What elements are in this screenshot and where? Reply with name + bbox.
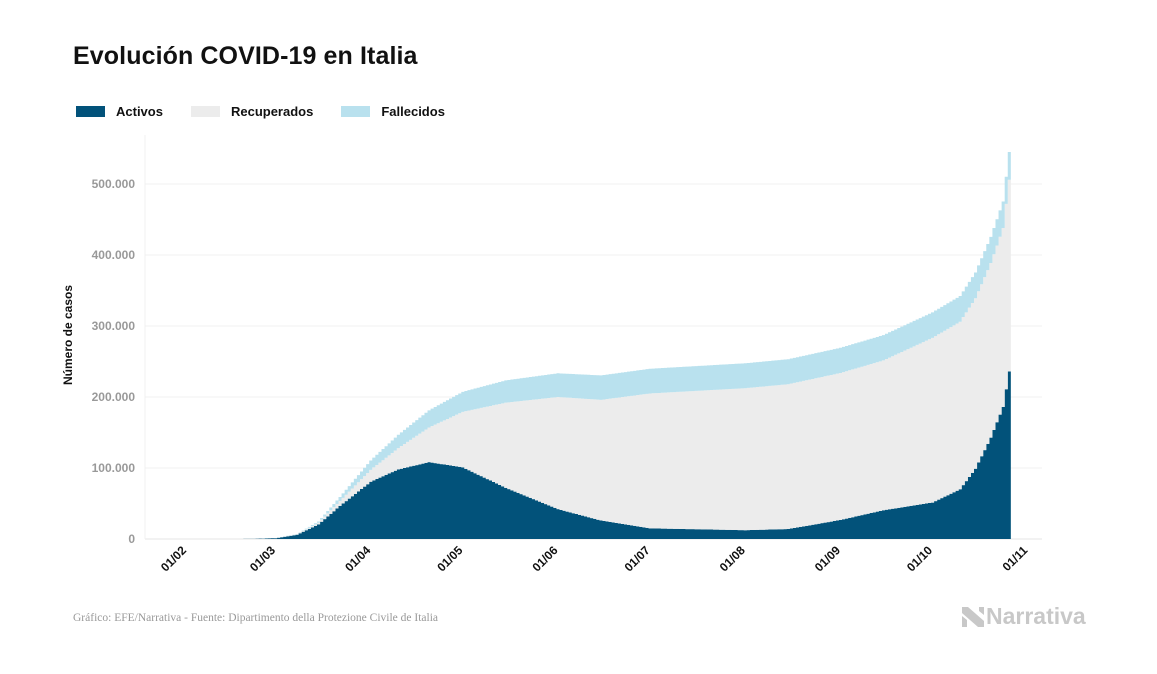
narrativa-logo-icon bbox=[962, 606, 984, 627]
y-axis-title: Número de casos bbox=[61, 285, 75, 385]
x-tick-label: 01/09 bbox=[812, 543, 843, 574]
legend-swatch-fallecidos bbox=[341, 106, 371, 117]
legend-label-fallecidos: Fallecidos bbox=[381, 104, 445, 119]
source-footer: Gráfico: EFE/Narrativa - Fuente: Diparti… bbox=[73, 612, 439, 624]
legend-swatch-recuperados bbox=[190, 106, 220, 117]
area-recuperados bbox=[185, 179, 1011, 540]
legend-label-activos: Activos bbox=[116, 104, 163, 119]
x-tick-label: 01/02 bbox=[158, 543, 189, 574]
legend-swatch-activos bbox=[76, 106, 105, 117]
x-tick-label: 01/03 bbox=[247, 543, 278, 574]
narrativa-logo-text: Narrativa bbox=[986, 603, 1086, 629]
y-tick-label: 0 bbox=[128, 532, 135, 546]
x-tick-label: 01/06 bbox=[529, 543, 560, 574]
y-tick-label: 500.000 bbox=[92, 177, 136, 191]
x-tick-label: 01/08 bbox=[717, 543, 748, 574]
legend-item-fallecidos: Fallecidos bbox=[341, 104, 445, 119]
x-tick-label: 01/10 bbox=[904, 543, 935, 574]
x-tick-label: 01/07 bbox=[622, 543, 653, 574]
chart-title: Evolución COVID-19 en Italia bbox=[73, 42, 418, 70]
area-fallecidos bbox=[185, 152, 1011, 540]
legend-item-recuperados: Recuperados bbox=[190, 104, 314, 119]
x-tick-label: 01/04 bbox=[342, 543, 373, 574]
legend: Activos Recuperados Fallecidos bbox=[76, 104, 473, 119]
y-tick-label: 300.000 bbox=[92, 319, 136, 333]
x-tick-label: 01/05 bbox=[434, 543, 465, 574]
legend-item-activos: Activos bbox=[76, 104, 163, 119]
y-tick-label: 400.000 bbox=[92, 248, 136, 262]
legend-label-recuperados: Recuperados bbox=[230, 104, 314, 119]
y-tick-label: 200.000 bbox=[92, 390, 136, 404]
narrativa-logo: Narrativa bbox=[962, 603, 1086, 630]
x-tick-label: 01/11 bbox=[1000, 543, 1031, 574]
area-activos bbox=[185, 371, 1011, 539]
y-tick-label: 100.000 bbox=[92, 461, 136, 475]
